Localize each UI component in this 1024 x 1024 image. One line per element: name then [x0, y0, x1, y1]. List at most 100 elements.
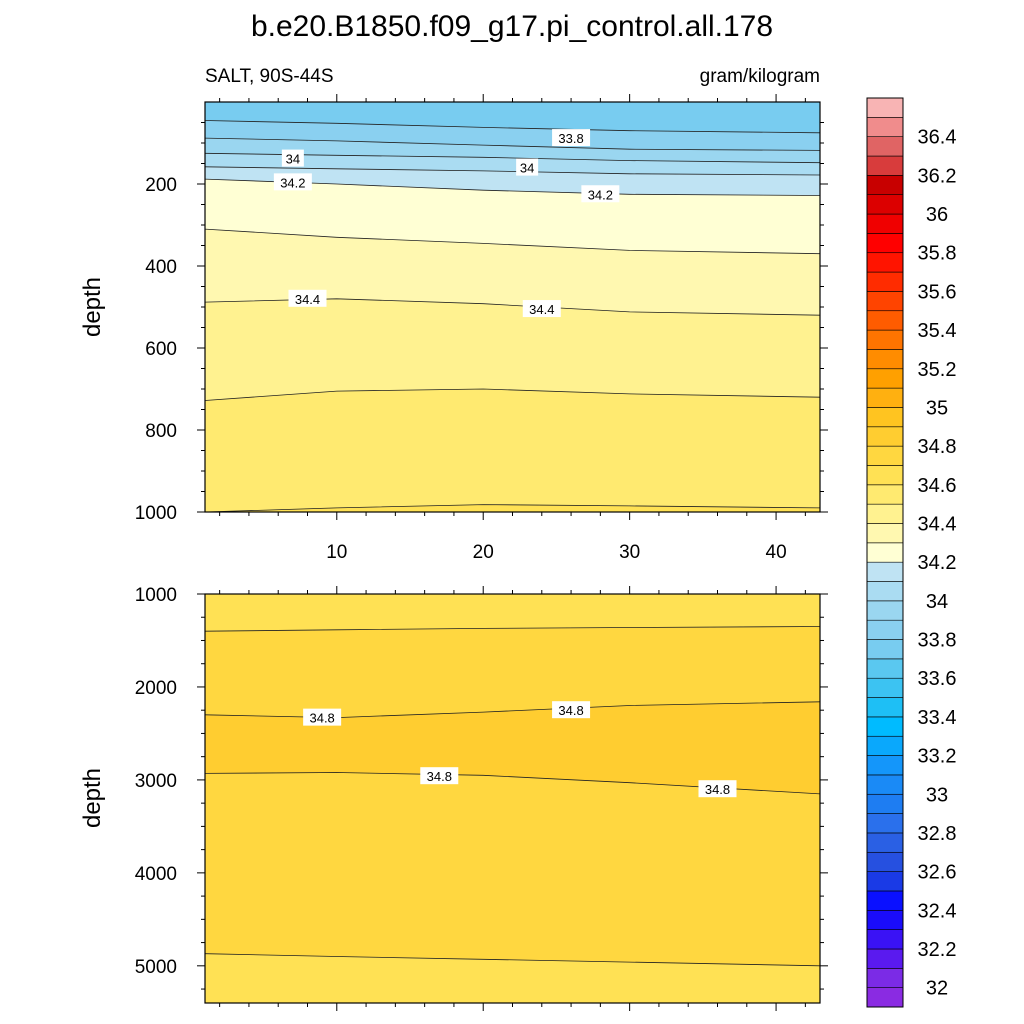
contour-label: 34: [286, 152, 300, 167]
contour-label-box: [552, 129, 591, 147]
contour-line: [204, 388, 821, 401]
colorbar-swatch: [866, 600, 904, 621]
contour-label: 34.4: [295, 292, 320, 307]
contour-fill-band: [205, 389, 820, 512]
subtitle-right: gram/kilogram: [700, 66, 820, 87]
colorbar-swatch: [866, 194, 904, 215]
colorbar-label: 32.4: [918, 900, 957, 922]
colorbar-label: 32.8: [918, 823, 957, 845]
colorbar-swatch: [866, 503, 904, 524]
contour-line: [204, 772, 821, 795]
y-tick-label: 4000: [135, 864, 177, 885]
x-tick-label: 30: [619, 542, 640, 563]
contour-label: 34.2: [588, 187, 613, 202]
colorbar-swatch: [866, 136, 904, 157]
colorbar-label: 32.2: [918, 939, 957, 961]
colorbar-swatch: [866, 155, 904, 176]
contour-label-box: [552, 701, 591, 719]
contour-fill-band: [205, 166, 820, 196]
contour-fill-band: [205, 179, 820, 254]
colorbar-swatch: [866, 213, 904, 234]
x-tick-label: 10: [326, 542, 347, 563]
y-tick-label: 3000: [135, 771, 177, 792]
contour-line: [204, 120, 821, 134]
colorbar-label: 33: [926, 784, 948, 806]
y-tick-label: 5000: [135, 957, 177, 978]
y-tick-label: 600: [145, 339, 177, 360]
contour-label-box: [281, 149, 304, 167]
contour-label-box: [516, 158, 539, 176]
colorbar-label: 36: [926, 204, 948, 226]
colorbar-swatch: [866, 542, 904, 563]
colorbar-swatch: [866, 697, 904, 718]
colorbar-label: 34.6: [918, 475, 957, 497]
colorbar-swatch: [866, 735, 904, 756]
colorbar-label: 35.8: [918, 243, 957, 265]
colorbar-swatch: [866, 948, 904, 969]
colorbar-label: 34.8: [918, 436, 957, 458]
lower-y-axis-label: depth: [79, 768, 106, 828]
colorbar-swatch: [866, 175, 904, 196]
contour-fill-band: [205, 953, 820, 1003]
contour-fill-band: [205, 102, 820, 133]
contour-line: [204, 626, 821, 632]
contour-label: 34.4: [529, 302, 554, 317]
y-tick-label: 1000: [135, 503, 177, 524]
chart-title: b.e20.B1850.f09_g17.pi_control.all.178: [251, 10, 773, 43]
colorbar-swatch: [866, 619, 904, 640]
colorbar-label: 35.4: [918, 320, 957, 342]
colorbar-swatch: [866, 271, 904, 292]
contour-line: [204, 228, 821, 255]
colorbar-swatch: [866, 445, 904, 466]
colorbar-swatch: [866, 117, 904, 137]
contour-fill-band: [205, 120, 820, 151]
colorbar-swatch: [866, 387, 904, 408]
colorbar-label: 34.2: [918, 552, 957, 574]
contour-fill-band: [205, 138, 820, 163]
contour-label-box: [698, 780, 737, 798]
contour-label-box: [273, 173, 312, 191]
colorbar-swatch: [866, 291, 904, 312]
contour-fill-band: [205, 626, 820, 718]
colorbar-label: 36.2: [918, 165, 957, 187]
colorbar-swatch: [866, 97, 904, 118]
colorbar: 32 32.2 32.4 32.6 32.8 33 33.2 33.4 33.6 33.8 34 34…: [866, 97, 957, 1008]
y-tick-label: 400: [145, 257, 177, 278]
contour-label-box: [288, 289, 327, 307]
colorbar-swatch: [866, 851, 904, 872]
contour-label: 34.8: [427, 769, 452, 784]
subtitle-left: SALT, 90S-44S: [205, 66, 334, 87]
contour-fill-band: [205, 594, 820, 632]
y-tick-label: 1000: [135, 585, 177, 606]
colorbar-swatch: [866, 755, 904, 776]
contour-line: [204, 166, 821, 176]
colorbar-swatch: [866, 716, 904, 737]
colorbar-swatch: [866, 658, 904, 679]
x-tick-label: 20: [473, 542, 494, 563]
contour-label: 33.8: [558, 131, 583, 146]
colorbar-label: 32: [926, 978, 948, 1000]
upper-panel: 10 20 30 40 200 400 600 800 1000 33.8 34 34 34.2 34.2…: [135, 94, 828, 563]
contour-label-box: [303, 708, 342, 726]
colorbar-swatch: [866, 929, 904, 950]
y-tick-label: 200: [145, 175, 177, 196]
contour-label-box: [581, 185, 620, 203]
contour-fill-band: [205, 298, 820, 401]
contour-fill-band: [205, 229, 820, 316]
colorbar-swatch: [866, 774, 904, 795]
contour-label-box: [522, 300, 561, 318]
contour-fill-band: [205, 153, 820, 175]
colorbar-swatch: [866, 639, 904, 660]
contour-fill-band: [205, 772, 820, 966]
colorbar-swatch: [866, 909, 904, 930]
colorbar-label: 34: [926, 591, 948, 613]
contour-label: 34.8: [309, 711, 334, 726]
colorbar-swatch: [866, 581, 904, 602]
colorbar-label: 35: [926, 397, 948, 419]
colorbar-label: 33.4: [918, 707, 957, 729]
colorbar-label: 36.4: [918, 127, 957, 149]
colorbar-swatch: [866, 426, 904, 447]
contour-line: [204, 953, 821, 967]
contour-label: 34.2: [280, 175, 305, 190]
colorbar-swatch: [866, 890, 904, 911]
